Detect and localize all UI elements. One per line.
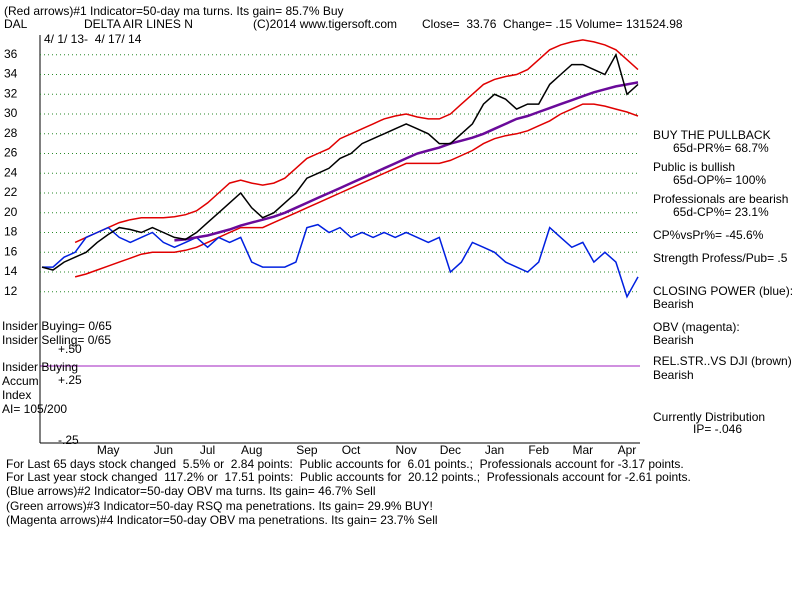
lower-text: Insider Buying: [2, 360, 78, 374]
y-tick-label: 34: [4, 67, 18, 81]
footer-text: (Green arrows)#3 Indicator=50-day RSQ ma…: [6, 499, 433, 513]
series-line: [74, 39, 639, 244]
y-tick-label: 28: [4, 126, 18, 140]
side-text: Currently Distribution: [653, 410, 765, 424]
y-tick-label: 22: [4, 185, 18, 199]
header-text: Close= 33.76 Change= .15 Volume= 131524.…: [422, 17, 683, 31]
lower-text: Accum: [2, 374, 39, 388]
lower-text: Index: [2, 388, 31, 402]
x-tick-label: Aug: [241, 443, 262, 457]
side-text: 65d-PR%= 68.7%: [673, 141, 769, 155]
series-line: [174, 81, 639, 242]
series-line: [41, 52, 639, 271]
header-text: (C)2014 www.tigersoft.com: [253, 17, 397, 31]
side-text: Strength Profess/Pub= .5: [653, 251, 788, 265]
y-tick-label: 32: [4, 86, 18, 100]
lower-text: +.25: [58, 373, 82, 387]
x-tick-label: May: [97, 443, 120, 457]
series-line: [42, 223, 639, 299]
y-tick-label: 36: [4, 47, 18, 61]
footer-text: (Blue arrows)#2 Indicator=50-day OBV ma …: [6, 484, 376, 498]
x-tick-label: Jul: [200, 443, 215, 457]
y-tick-label: 18: [4, 225, 18, 239]
x-tick-label: Apr: [618, 443, 637, 457]
x-tick-label: Jun: [154, 443, 173, 457]
header-text: (Red arrows)#1 Indicator=50-day ma turns…: [4, 4, 344, 18]
y-tick-label: 26: [4, 146, 18, 160]
header-text: 4/ 1/ 13- 4/ 17/ 14: [44, 32, 142, 46]
lower-text: +.50: [58, 342, 82, 356]
x-tick-label: Mar: [572, 443, 593, 457]
footer-text: (Magenta arrows)#4 Indicator=50-day OBV …: [6, 513, 438, 527]
y-tick-label: 16: [4, 244, 18, 258]
side-text: Bearish: [653, 333, 694, 347]
side-text: CLOSING POWER (blue):: [653, 284, 793, 298]
side-text: IP= -.046: [693, 422, 742, 436]
lower-text: Insider Buying= 0/65: [2, 319, 112, 333]
lower-text: Insider Selling= 0/65: [2, 333, 111, 347]
side-text: Bearish: [653, 297, 694, 311]
y-tick-label: 20: [4, 205, 18, 219]
header-text: DAL: [4, 17, 28, 31]
y-tick-label: 12: [4, 284, 18, 298]
x-tick-label: Sep: [296, 443, 318, 457]
lower-text: -.25: [58, 433, 79, 447]
side-text: OBV (magenta):: [653, 320, 740, 334]
lower-text: AI= 105/200: [2, 402, 67, 416]
side-text: Public is bullish: [653, 160, 735, 174]
y-tick-label: 24: [4, 165, 18, 179]
y-tick-label: 14: [4, 264, 18, 278]
x-tick-label: Feb: [528, 443, 549, 457]
side-text: BUY THE PULLBACK: [653, 128, 771, 142]
x-tick-label: Dec: [440, 443, 461, 457]
series-line: [74, 103, 639, 278]
y-tick-label: 30: [4, 106, 18, 120]
x-tick-label: Jan: [485, 443, 504, 457]
side-text: REL.STR..VS DJI (brown): [653, 354, 792, 368]
side-text: CP%vsPr%= -45.6%: [653, 228, 764, 242]
side-text: 65d-OP%= 100%: [673, 173, 766, 187]
side-text: Professionals are bearish: [653, 192, 788, 206]
x-tick-label: Oct: [342, 443, 361, 457]
x-tick-label: Nov: [396, 443, 417, 457]
footer-text: For Last year stock changed 117.2% or 17…: [6, 470, 691, 484]
header-text: DELTA AIR LINES N: [84, 17, 193, 31]
side-text: Bearish: [653, 368, 694, 382]
footer-text: For Last 65 days stock changed 5.5% or 2…: [6, 457, 684, 471]
side-text: 65d-CP%= 23.1%: [673, 205, 769, 219]
